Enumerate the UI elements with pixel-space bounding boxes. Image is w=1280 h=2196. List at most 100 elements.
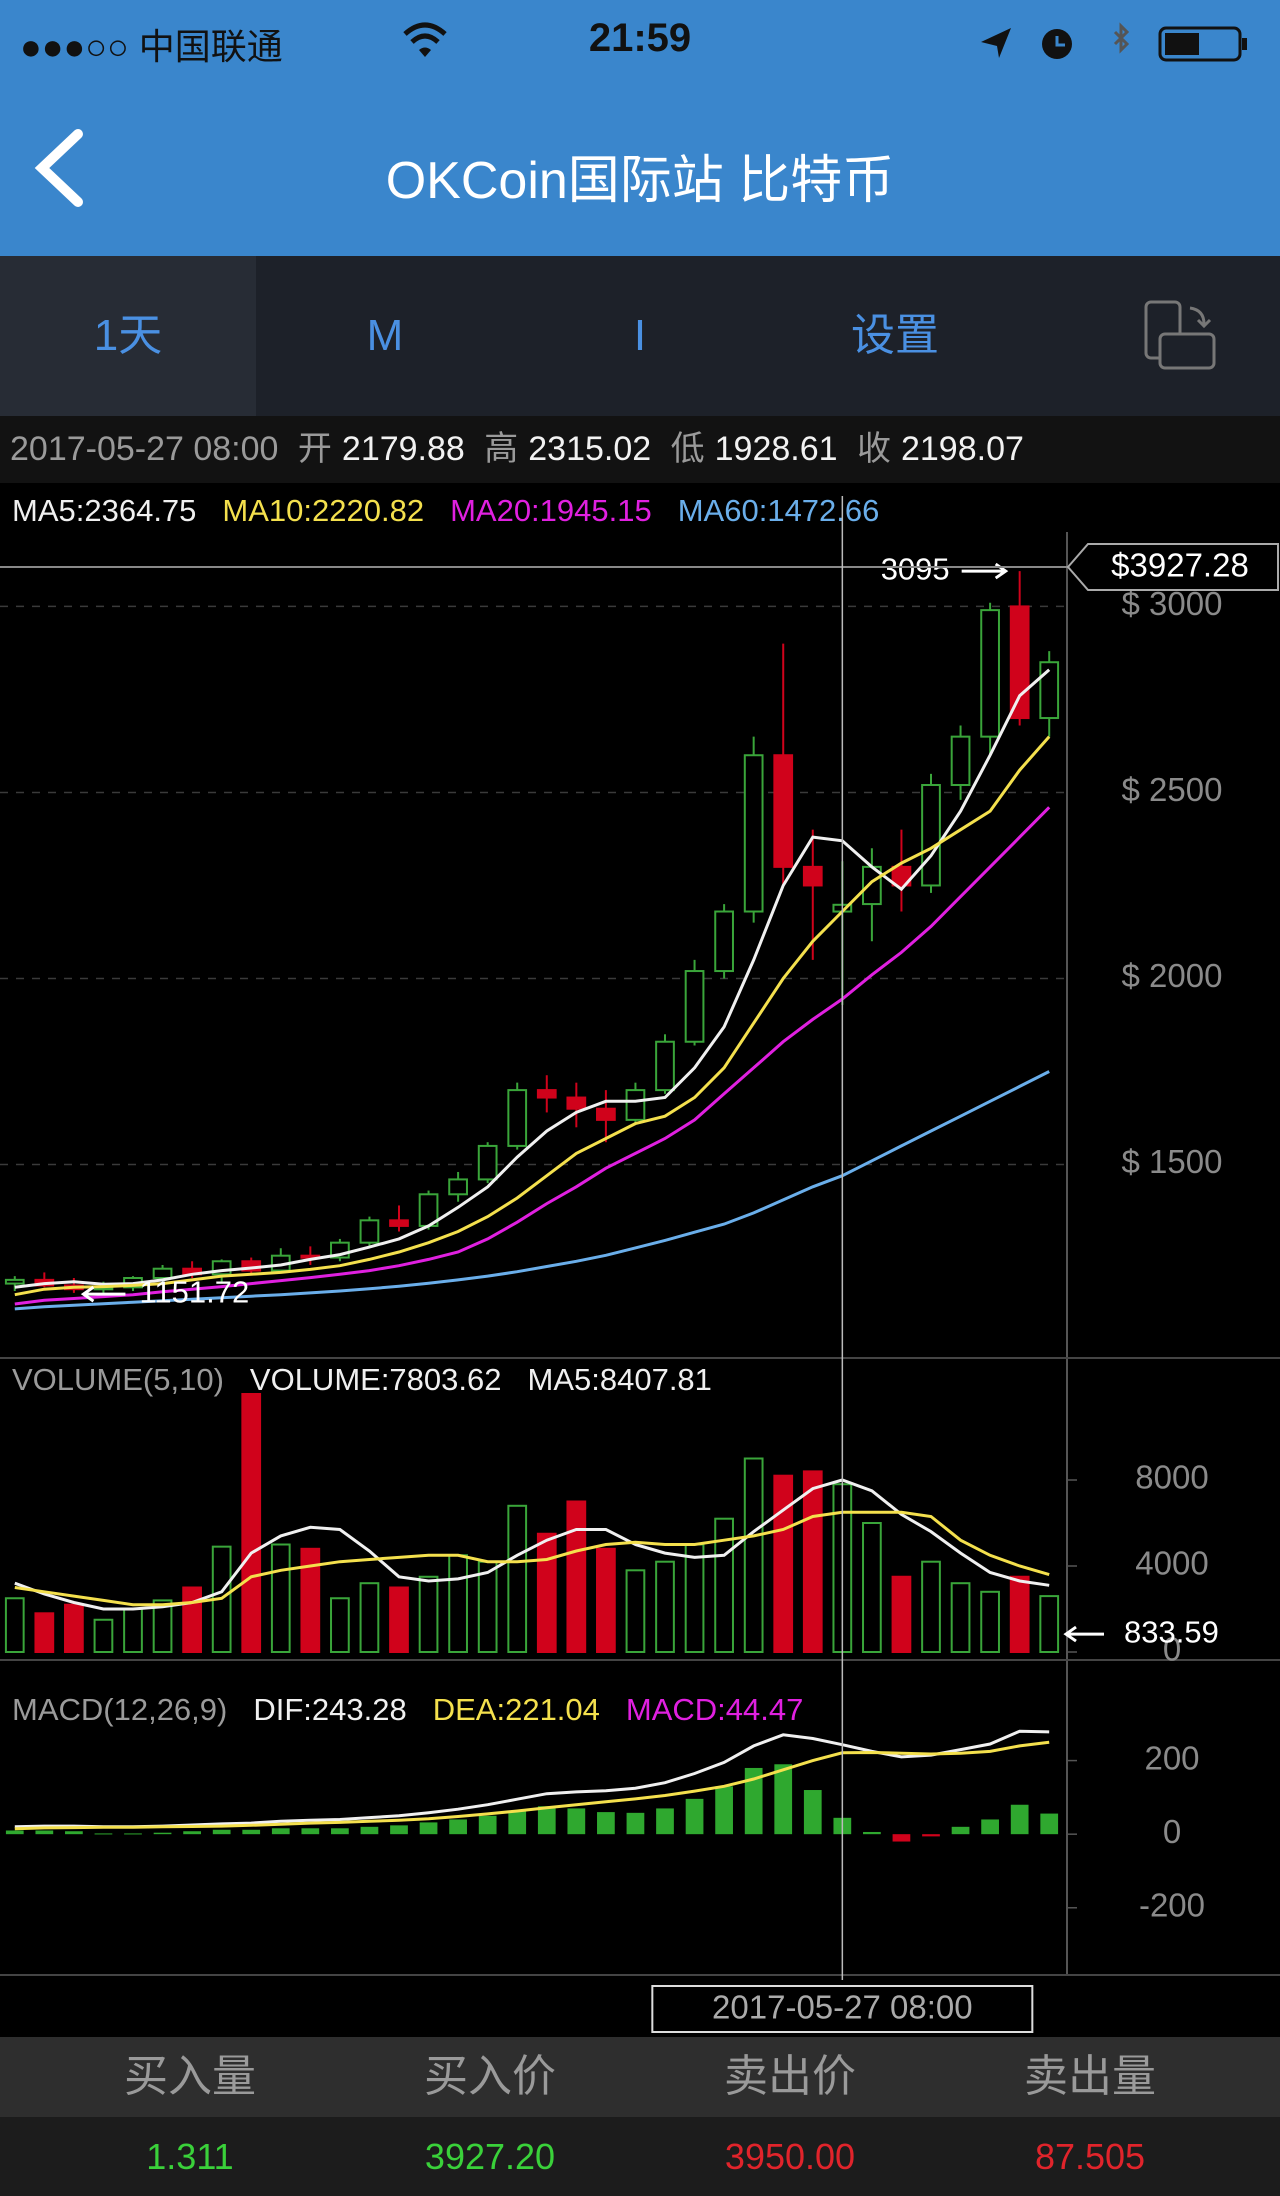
macd-bar <box>5 1830 24 1835</box>
macd-bar <box>478 1815 497 1835</box>
volume-bar <box>862 1522 882 1653</box>
order-book-values: 1.311 3927.20 3950.00 87.505 <box>0 2117 1280 2196</box>
carrier: ●●●○○ 中国联通 <box>20 26 283 67</box>
candle-body <box>891 865 912 887</box>
volume-bar <box>773 1474 794 1653</box>
volume-bar <box>507 1504 528 1654</box>
y-tick-label: 4000 <box>1135 1545 1208 1582</box>
volume-bar <box>300 1547 321 1654</box>
candle-body <box>980 609 1000 738</box>
volume-bar <box>950 1582 971 1653</box>
macd-bar <box>597 1812 615 1835</box>
volume-bar <box>980 1590 1000 1654</box>
y-tick-label: 8000 <box>1135 1459 1208 1496</box>
macd-bar <box>271 1828 290 1835</box>
y-tick-label: $ 3000 <box>1122 585 1223 622</box>
candle-body <box>1009 605 1030 720</box>
volume-bar <box>625 1569 646 1654</box>
arrow <box>80 1285 126 1303</box>
tab[interactable]: I <box>633 311 647 360</box>
volume-bar <box>921 1560 941 1653</box>
indicator-line <box>14 1729 1050 1829</box>
volume-last-label: 833.59 <box>1124 1614 1219 1649</box>
candle-body <box>4 1278 25 1285</box>
volume-bar <box>802 1470 823 1654</box>
candle-body <box>921 784 941 887</box>
macd-bar <box>981 1819 999 1835</box>
candle-body <box>389 1219 409 1227</box>
y-tick-label: -200 <box>1139 1886 1205 1923</box>
indicator-line <box>14 1510 1050 1607</box>
quote-value: 2315.02 <box>528 430 652 468</box>
volume-bar <box>182 1586 202 1653</box>
volume-bar <box>123 1608 143 1653</box>
y-tick-label: $ 2500 <box>1122 771 1223 808</box>
rotate-button[interactable] <box>1140 298 1220 378</box>
legend-entry: MA5:2364.75 <box>12 493 196 528</box>
legend-entry: DEA:221.04 <box>433 1692 600 1727</box>
tab[interactable]: 设置 <box>851 311 939 360</box>
indicator-line <box>14 1740 1050 1831</box>
macd-bar <box>449 1819 467 1835</box>
tab[interactable]: 1天 <box>93 311 163 360</box>
macd-bar <box>1040 1813 1059 1835</box>
quote-label: 收 <box>856 430 891 468</box>
quote-label: 高 <box>484 430 519 468</box>
volume-bar <box>93 1618 114 1653</box>
column-header: 卖出量 <box>1024 2052 1156 2101</box>
macd-bar <box>774 1764 793 1835</box>
date-box <box>651 1985 1034 2033</box>
macd-bar <box>390 1825 408 1835</box>
indicator-line <box>14 806 1051 1306</box>
candle-body <box>536 1089 557 1099</box>
macd-bar <box>360 1826 379 1835</box>
volume-bar <box>330 1597 350 1653</box>
candle-body <box>448 1178 468 1196</box>
macd-bar <box>685 1798 704 1835</box>
candle-body <box>684 970 705 1043</box>
order-value: 1.311 <box>146 2136 234 2177</box>
legend-entry: MACD:44.47 <box>626 1692 803 1727</box>
tab-bar: 1天 M I 设置 <box>0 256 1280 416</box>
candle-body <box>152 1267 173 1280</box>
price-tag-box <box>1066 543 1279 591</box>
volume-bar <box>34 1612 55 1654</box>
macd-bar <box>242 1829 261 1835</box>
macd-bar <box>715 1786 733 1835</box>
y-tick-label: $ 2000 <box>1122 957 1223 994</box>
price-tag: $3927.28 <box>1111 547 1249 584</box>
indicator-line <box>14 735 1051 1297</box>
quote-row: 2017-05-27 08:00 开 2179.88 高 2315.02 低 1928… <box>0 416 1280 483</box>
macd-bar <box>301 1828 320 1835</box>
arrow <box>1063 1625 1104 1643</box>
candle-body <box>950 735 971 787</box>
tab[interactable]: M <box>366 311 404 360</box>
macd-bar <box>419 1822 438 1835</box>
macd-bar <box>656 1808 674 1835</box>
legend-entry: MA5:8407.81 <box>528 1362 712 1397</box>
wifi-icon <box>403 22 447 57</box>
macd-bar <box>951 1826 970 1835</box>
macd-bar <box>183 1831 201 1835</box>
volume-bar <box>743 1457 764 1653</box>
macd-bar <box>863 1831 881 1835</box>
volume-bar <box>152 1599 173 1654</box>
volume-bar <box>270 1543 291 1653</box>
macd-bar <box>744 1767 763 1835</box>
macd-bar <box>803 1790 822 1835</box>
macd-bar <box>508 1810 527 1835</box>
back-button[interactable] <box>28 128 88 208</box>
macd-bar <box>1010 1804 1029 1835</box>
macd-bar <box>153 1832 172 1835</box>
macd-bar <box>94 1833 113 1835</box>
macd-bar <box>922 1834 940 1837</box>
min-label: 1151.72 <box>139 1274 249 1309</box>
volume-bar <box>64 1603 84 1653</box>
column-header: 买入价 <box>424 2052 556 2101</box>
volume-bar <box>655 1560 675 1653</box>
macd-bar <box>124 1833 142 1835</box>
legend-entry: DIF:243.28 <box>253 1692 406 1727</box>
column-header: 买入量 <box>124 2052 256 2101</box>
candle-body <box>566 1096 587 1110</box>
order-value: 87.505 <box>1034 2136 1146 2177</box>
